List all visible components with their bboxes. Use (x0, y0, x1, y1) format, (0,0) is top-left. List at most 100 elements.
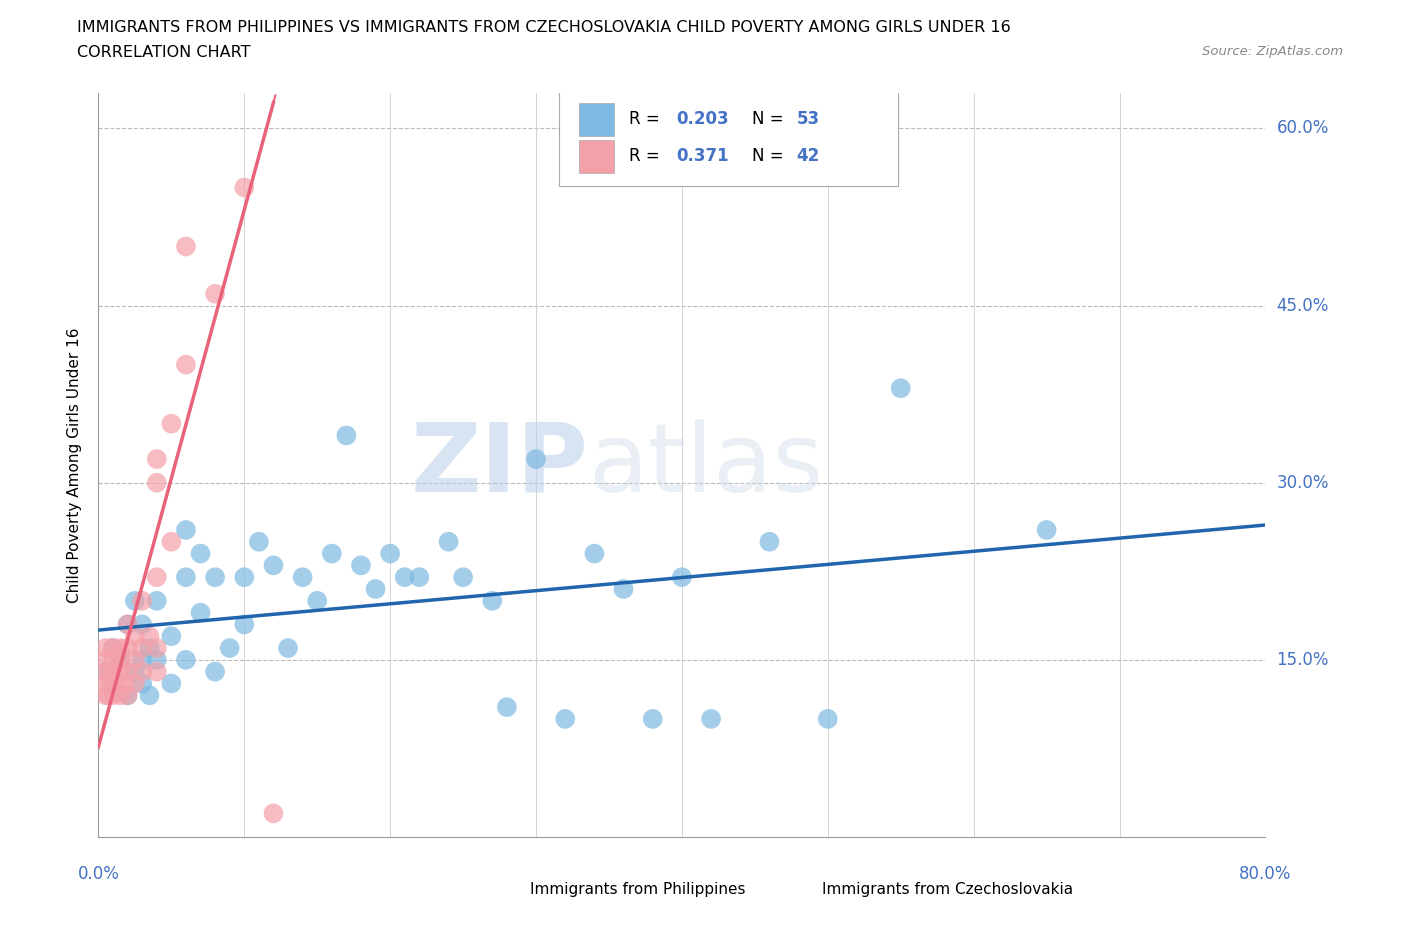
Text: Immigrants from Czechoslovakia: Immigrants from Czechoslovakia (823, 882, 1073, 897)
Point (131, 664, 153, 679)
Point (291, 570, 314, 585)
Point (146, 641, 169, 656)
Point (160, 535, 183, 550)
Point (612, 581, 634, 596)
Text: N =: N = (752, 147, 789, 166)
Point (97, 688, 120, 703)
Point (98, 664, 121, 679)
Point (890, 380, 912, 395)
Text: 15.0%: 15.0% (1277, 651, 1329, 669)
FancyBboxPatch shape (579, 102, 614, 136)
Point (321, 546, 343, 561)
Point (394, 570, 416, 585)
Point (758, 535, 780, 550)
Point (437, 535, 460, 550)
Point (174, 570, 197, 585)
Point (408, 570, 430, 585)
Point (174, 357, 197, 372)
Y-axis label: Child Poverty Among Girls Under 16: Child Poverty Among Girls Under 16 (67, 327, 83, 603)
Point (204, 570, 226, 585)
Point (131, 653, 153, 668)
Point (218, 641, 240, 656)
Point (641, 711, 664, 726)
Point (160, 676, 183, 691)
Text: 45.0%: 45.0% (1277, 297, 1329, 314)
Point (233, 570, 256, 585)
Point (262, 806, 284, 821)
Point (1035, 523, 1057, 538)
Text: 80.0%: 80.0% (1239, 865, 1292, 883)
Text: 42: 42 (796, 147, 820, 166)
Point (364, 581, 387, 596)
Point (131, 593, 153, 608)
Point (138, 641, 160, 656)
Text: Source: ZipAtlas.com: Source: ZipAtlas.com (1202, 45, 1343, 58)
Point (233, 180, 256, 195)
Point (124, 676, 146, 691)
Point (524, 452, 547, 467)
Point (817, 711, 839, 726)
Point (554, 711, 576, 726)
Text: 30.0%: 30.0% (1277, 473, 1329, 492)
Text: 0.0%: 0.0% (77, 865, 120, 883)
Point (94, 664, 117, 679)
Point (190, 546, 212, 561)
Point (104, 676, 127, 691)
Text: R =: R = (630, 147, 665, 166)
Text: IMMIGRANTS FROM PHILIPPINES VS IMMIGRANTS FROM CZECHOSLOVAKIA CHILD POVERTY AMON: IMMIGRANTS FROM PHILIPPINES VS IMMIGRANT… (77, 20, 1011, 35)
Point (233, 617, 256, 631)
Point (131, 617, 153, 631)
Point (94, 688, 117, 703)
Point (160, 629, 183, 644)
Point (146, 593, 169, 608)
Point (124, 593, 146, 608)
Point (204, 286, 226, 301)
Point (190, 605, 212, 620)
Text: 53: 53 (796, 110, 820, 128)
Text: N =: N = (752, 110, 789, 128)
Point (117, 641, 139, 656)
Text: CORRELATION CHART: CORRELATION CHART (77, 45, 250, 60)
Point (101, 641, 124, 656)
Text: ZIP: ZIP (411, 418, 589, 512)
Point (262, 558, 284, 573)
Point (101, 688, 124, 703)
Text: R =: R = (630, 110, 665, 128)
Point (124, 629, 146, 644)
Text: 0.203: 0.203 (676, 110, 728, 128)
Point (380, 546, 402, 561)
Point (350, 558, 373, 573)
Point (110, 653, 132, 668)
Point (277, 641, 299, 656)
FancyBboxPatch shape (484, 876, 519, 902)
Point (98, 676, 121, 691)
FancyBboxPatch shape (579, 140, 614, 173)
Point (700, 711, 723, 726)
Point (117, 617, 139, 631)
Point (117, 664, 139, 679)
Point (146, 653, 169, 668)
Point (146, 475, 169, 490)
Text: atlas: atlas (589, 418, 824, 512)
Point (174, 653, 197, 668)
Point (204, 664, 226, 679)
Text: 0.371: 0.371 (676, 147, 728, 166)
Point (160, 417, 183, 432)
Point (146, 570, 169, 585)
Point (146, 452, 169, 467)
Point (110, 688, 132, 703)
Point (671, 570, 693, 585)
Point (138, 629, 160, 644)
Point (114, 676, 136, 691)
Point (101, 664, 124, 679)
Point (117, 688, 139, 703)
Point (101, 676, 124, 691)
Point (335, 428, 357, 443)
Point (124, 653, 146, 668)
Point (124, 664, 146, 679)
Point (496, 699, 519, 714)
Point (117, 617, 139, 631)
Point (146, 664, 169, 679)
Point (131, 676, 153, 691)
Point (94, 664, 117, 679)
